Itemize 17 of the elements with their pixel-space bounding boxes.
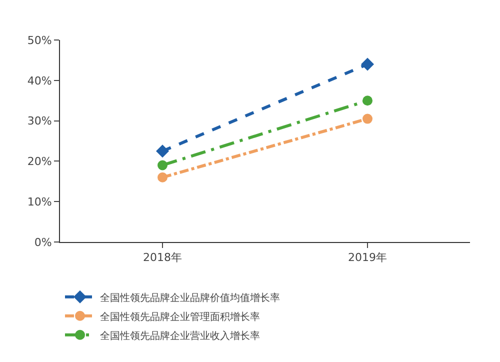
y-tick-label: 50% [27,34,52,47]
point [158,160,168,170]
point [158,172,168,182]
legend-label: 全国性领先品牌企业品牌价值均值增长率 [100,292,280,304]
y-tick-label: 20% [27,155,52,168]
point [362,114,372,124]
legend-label: 全国性领先品牌企业营业收入增长率 [100,330,260,342]
y-tick-label: 40% [27,74,52,88]
y-tick-label: 30% [27,114,52,128]
legend-label: 全国性领先品牌企业管理面积增长率 [100,310,260,323]
point [361,58,374,71]
point [156,144,169,158]
x-tick-label: 2019年 [348,251,387,264]
y-tick-label: 10% [27,195,52,208]
point [362,96,372,106]
x-tick-label: 2018年 [143,251,182,264]
y-tick-label: 0% [34,236,52,249]
